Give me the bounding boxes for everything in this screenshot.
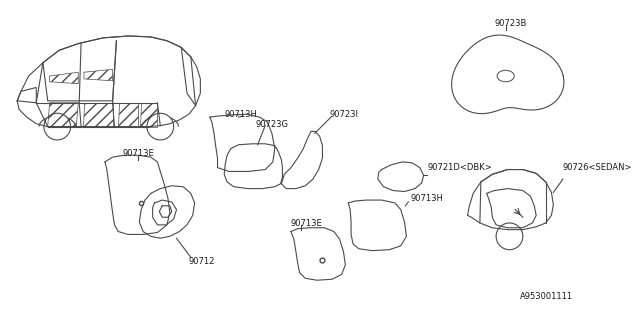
Text: 90723B: 90723B bbox=[494, 19, 527, 28]
Circle shape bbox=[496, 223, 523, 250]
Text: 90713E: 90713E bbox=[291, 219, 323, 228]
Text: 90713H: 90713H bbox=[224, 110, 257, 119]
Text: 90723G: 90723G bbox=[256, 120, 289, 129]
Circle shape bbox=[44, 113, 70, 140]
Text: 90721D<DBK>: 90721D<DBK> bbox=[428, 163, 492, 172]
Text: 90713H: 90713H bbox=[410, 194, 443, 203]
Text: 90726<SEDAN>: 90726<SEDAN> bbox=[563, 163, 632, 172]
Text: 90713E: 90713E bbox=[122, 148, 154, 157]
Text: 90712: 90712 bbox=[189, 257, 215, 266]
Text: A953001111: A953001111 bbox=[520, 292, 573, 301]
Circle shape bbox=[147, 113, 173, 140]
Ellipse shape bbox=[497, 70, 514, 82]
Text: 90723I: 90723I bbox=[329, 110, 358, 119]
